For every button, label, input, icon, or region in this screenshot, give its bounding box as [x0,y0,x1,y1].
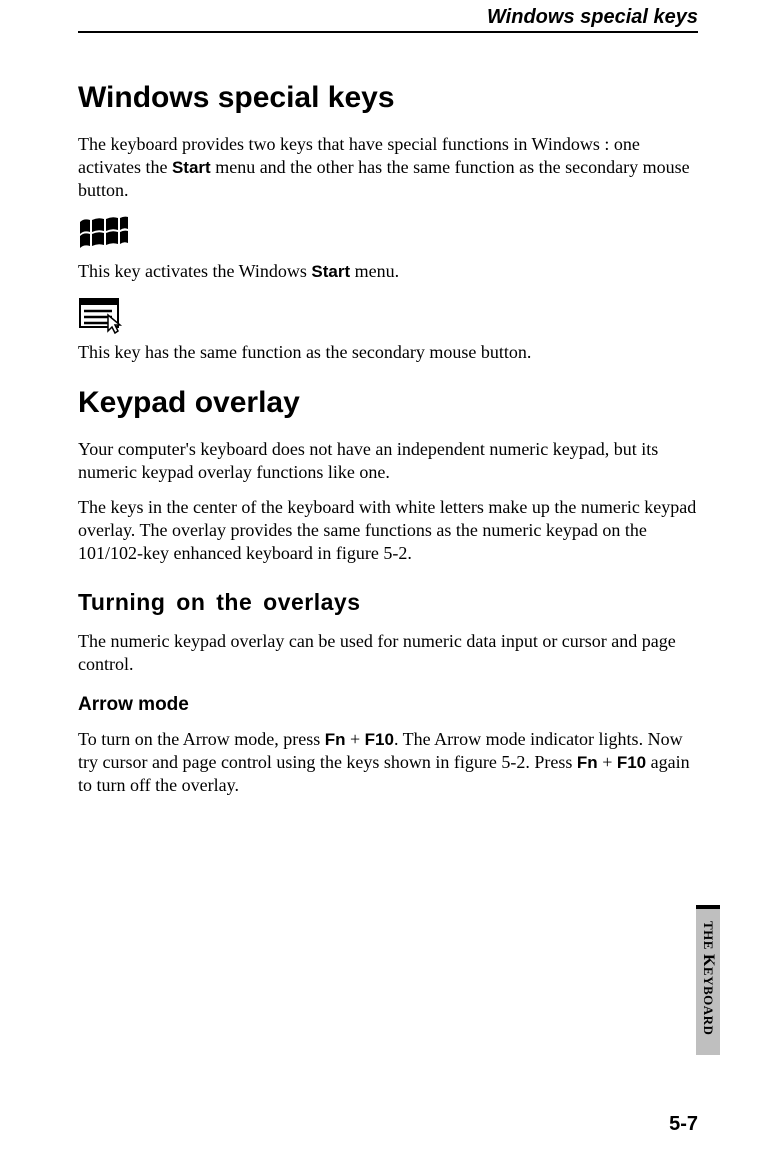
side-tab-text: THE KEYBOARD [699,921,717,1035]
subsection-turning-on: Turning on the overlays [78,589,698,616]
intro-paragraph: The keyboard provides two keys that have… [78,133,698,202]
windows-key-desc: This key activates the Windows Start men… [78,260,698,283]
text-fragment: To turn on the Arrow mode, press [78,729,325,749]
text-fragment: This key activates the Windows [78,261,311,281]
menu-key-icon [78,295,698,335]
bold-f10-2: F10 [617,753,646,772]
turning-on-p: The numeric keypad overlay can be used f… [78,630,698,676]
menu-key-desc: This key has the same function as the se… [78,341,698,364]
keypad-p2: The keys in the center of the keyboard w… [78,496,698,565]
tab-rest: EYBOARD [701,967,716,1036]
subsubsection-arrow-mode: Arrow mode [78,694,698,716]
text-fragment: menu. [350,261,399,281]
running-header: Windows special keys [78,0,698,33]
tab-the: THE [701,921,716,950]
bold-start-2: Start [311,262,350,281]
section-title-windows-keys: Windows special keys [78,81,698,115]
bold-start-1: Start [172,158,211,177]
text-fragment: + [345,729,364,749]
tab-k: K [700,954,717,967]
bold-fn-2: Fn [577,753,598,772]
windows-key-icon [78,214,698,254]
bold-fn-1: Fn [325,730,346,749]
section-title-keypad: Keypad overlay [78,386,698,420]
text-fragment: + [598,752,617,772]
bold-f10-1: F10 [365,730,394,749]
keypad-p1: Your computer's keyboard does not have a… [78,438,698,484]
arrow-mode-p: To turn on the Arrow mode, press Fn + F1… [78,728,698,797]
side-tab-keyboard: THE KEYBOARD [696,905,720,1055]
page-number: 5-7 [669,1113,698,1136]
text-fragment: THE [701,921,716,950]
